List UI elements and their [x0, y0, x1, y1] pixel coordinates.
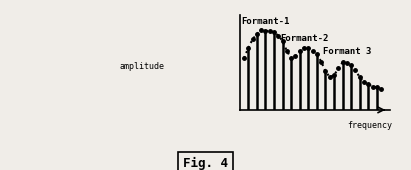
Text: frequency: frequency: [348, 121, 393, 130]
Text: Formant-2: Formant-2: [280, 34, 328, 43]
Text: amplitude: amplitude: [120, 62, 165, 71]
Text: Fig. 4: Fig. 4: [183, 157, 228, 170]
Text: Formant 3: Formant 3: [323, 47, 371, 56]
Text: Formant-1: Formant-1: [241, 17, 290, 26]
